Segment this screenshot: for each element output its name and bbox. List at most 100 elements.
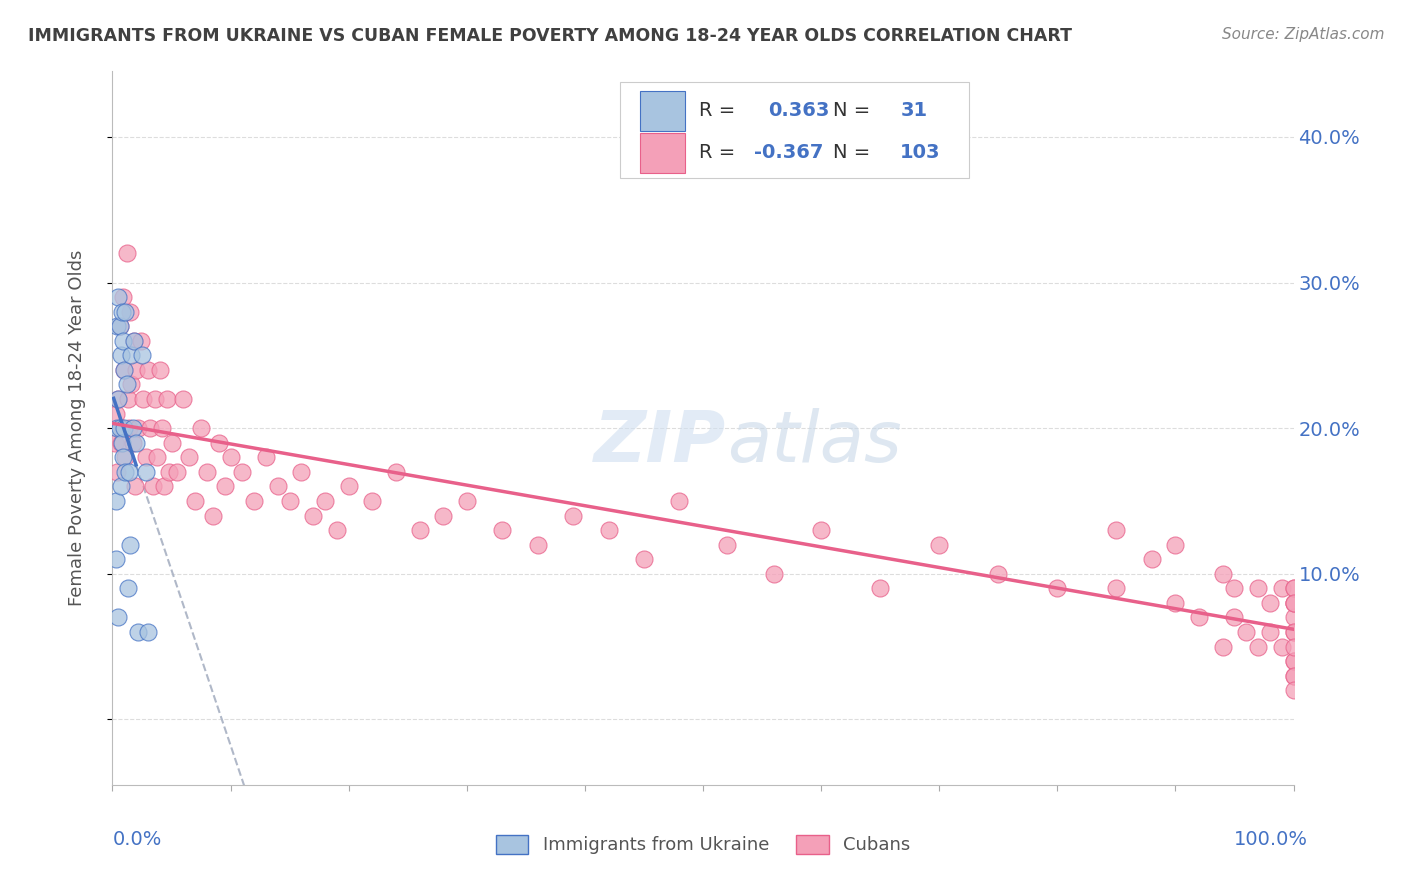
Point — [108, 319, 131, 334]
Point — [108, 319, 131, 334]
Point — [1282, 596, 1305, 610]
Point — [156, 392, 179, 406]
Point — [762, 566, 785, 581]
Point — [1223, 582, 1246, 596]
Point — [1164, 596, 1187, 610]
Point — [184, 494, 207, 508]
Point — [120, 538, 142, 552]
Point — [110, 479, 132, 493]
Point — [1046, 582, 1069, 596]
Point — [214, 479, 236, 493]
Point — [231, 465, 253, 479]
Point — [146, 450, 169, 465]
Point — [278, 494, 301, 508]
Point — [135, 450, 157, 465]
Point — [118, 421, 141, 435]
Point — [668, 494, 690, 508]
Point — [122, 334, 145, 348]
Point — [326, 523, 349, 537]
Point — [120, 377, 142, 392]
Y-axis label: Female Poverty Among 18-24 Year Olds: Female Poverty Among 18-24 Year Olds — [67, 250, 86, 607]
Text: 103: 103 — [900, 143, 941, 162]
Point — [1188, 610, 1211, 624]
Point — [1212, 640, 1234, 654]
Point — [1282, 610, 1305, 624]
Point — [456, 494, 478, 508]
Point — [125, 435, 148, 450]
Point — [114, 450, 136, 465]
Text: -0.367: -0.367 — [754, 143, 823, 162]
Point — [135, 465, 157, 479]
Point — [108, 421, 131, 435]
Point — [105, 494, 128, 508]
Point — [314, 494, 336, 508]
Point — [127, 625, 149, 640]
Point — [129, 334, 152, 348]
Point — [1282, 582, 1305, 596]
Point — [254, 450, 277, 465]
Point — [1105, 523, 1128, 537]
Point — [132, 392, 155, 406]
Point — [118, 465, 141, 479]
Point — [1271, 582, 1294, 596]
Point — [117, 392, 139, 406]
Point — [121, 435, 143, 450]
Point — [112, 363, 135, 377]
Point — [869, 582, 891, 596]
Point — [120, 348, 142, 362]
Point — [149, 363, 172, 377]
Text: 100.0%: 100.0% — [1233, 830, 1308, 848]
Text: 0.363: 0.363 — [768, 101, 830, 120]
Text: R =: R = — [699, 143, 742, 162]
Point — [432, 508, 454, 523]
Bar — [640, 133, 685, 172]
Point — [716, 538, 738, 552]
Point — [562, 508, 585, 523]
Point — [105, 465, 128, 479]
Point — [491, 523, 513, 537]
Point — [179, 450, 201, 465]
Point — [810, 523, 832, 537]
Point — [385, 465, 408, 479]
Point — [1258, 625, 1281, 640]
FancyBboxPatch shape — [620, 82, 969, 178]
Point — [1234, 625, 1257, 640]
Point — [201, 508, 224, 523]
Point — [139, 421, 162, 435]
Point — [112, 421, 135, 435]
Point — [142, 479, 165, 493]
Point — [1164, 538, 1187, 552]
Point — [124, 479, 146, 493]
Bar — [640, 91, 685, 130]
Point — [112, 363, 135, 377]
Point — [1282, 596, 1305, 610]
Point — [190, 421, 212, 435]
Point — [105, 407, 128, 421]
Point — [1282, 669, 1305, 683]
Text: 0.0%: 0.0% — [112, 830, 162, 848]
Point — [136, 363, 159, 377]
Point — [1282, 669, 1305, 683]
Point — [987, 566, 1010, 581]
Point — [131, 348, 153, 362]
Point — [111, 435, 134, 450]
Point — [633, 552, 655, 566]
Point — [111, 421, 134, 435]
Point — [160, 435, 183, 450]
Point — [105, 319, 128, 334]
Point — [107, 392, 129, 406]
Point — [1282, 582, 1305, 596]
Text: Source: ZipAtlas.com: Source: ZipAtlas.com — [1222, 27, 1385, 42]
Point — [526, 538, 548, 552]
Point — [136, 625, 159, 640]
Point — [115, 246, 138, 260]
Point — [112, 290, 135, 304]
Point — [105, 552, 128, 566]
Point — [125, 363, 148, 377]
Point — [1271, 640, 1294, 654]
Point — [153, 479, 176, 493]
Point — [408, 523, 430, 537]
Point — [1282, 625, 1305, 640]
Point — [1282, 596, 1305, 610]
Point — [120, 304, 142, 318]
